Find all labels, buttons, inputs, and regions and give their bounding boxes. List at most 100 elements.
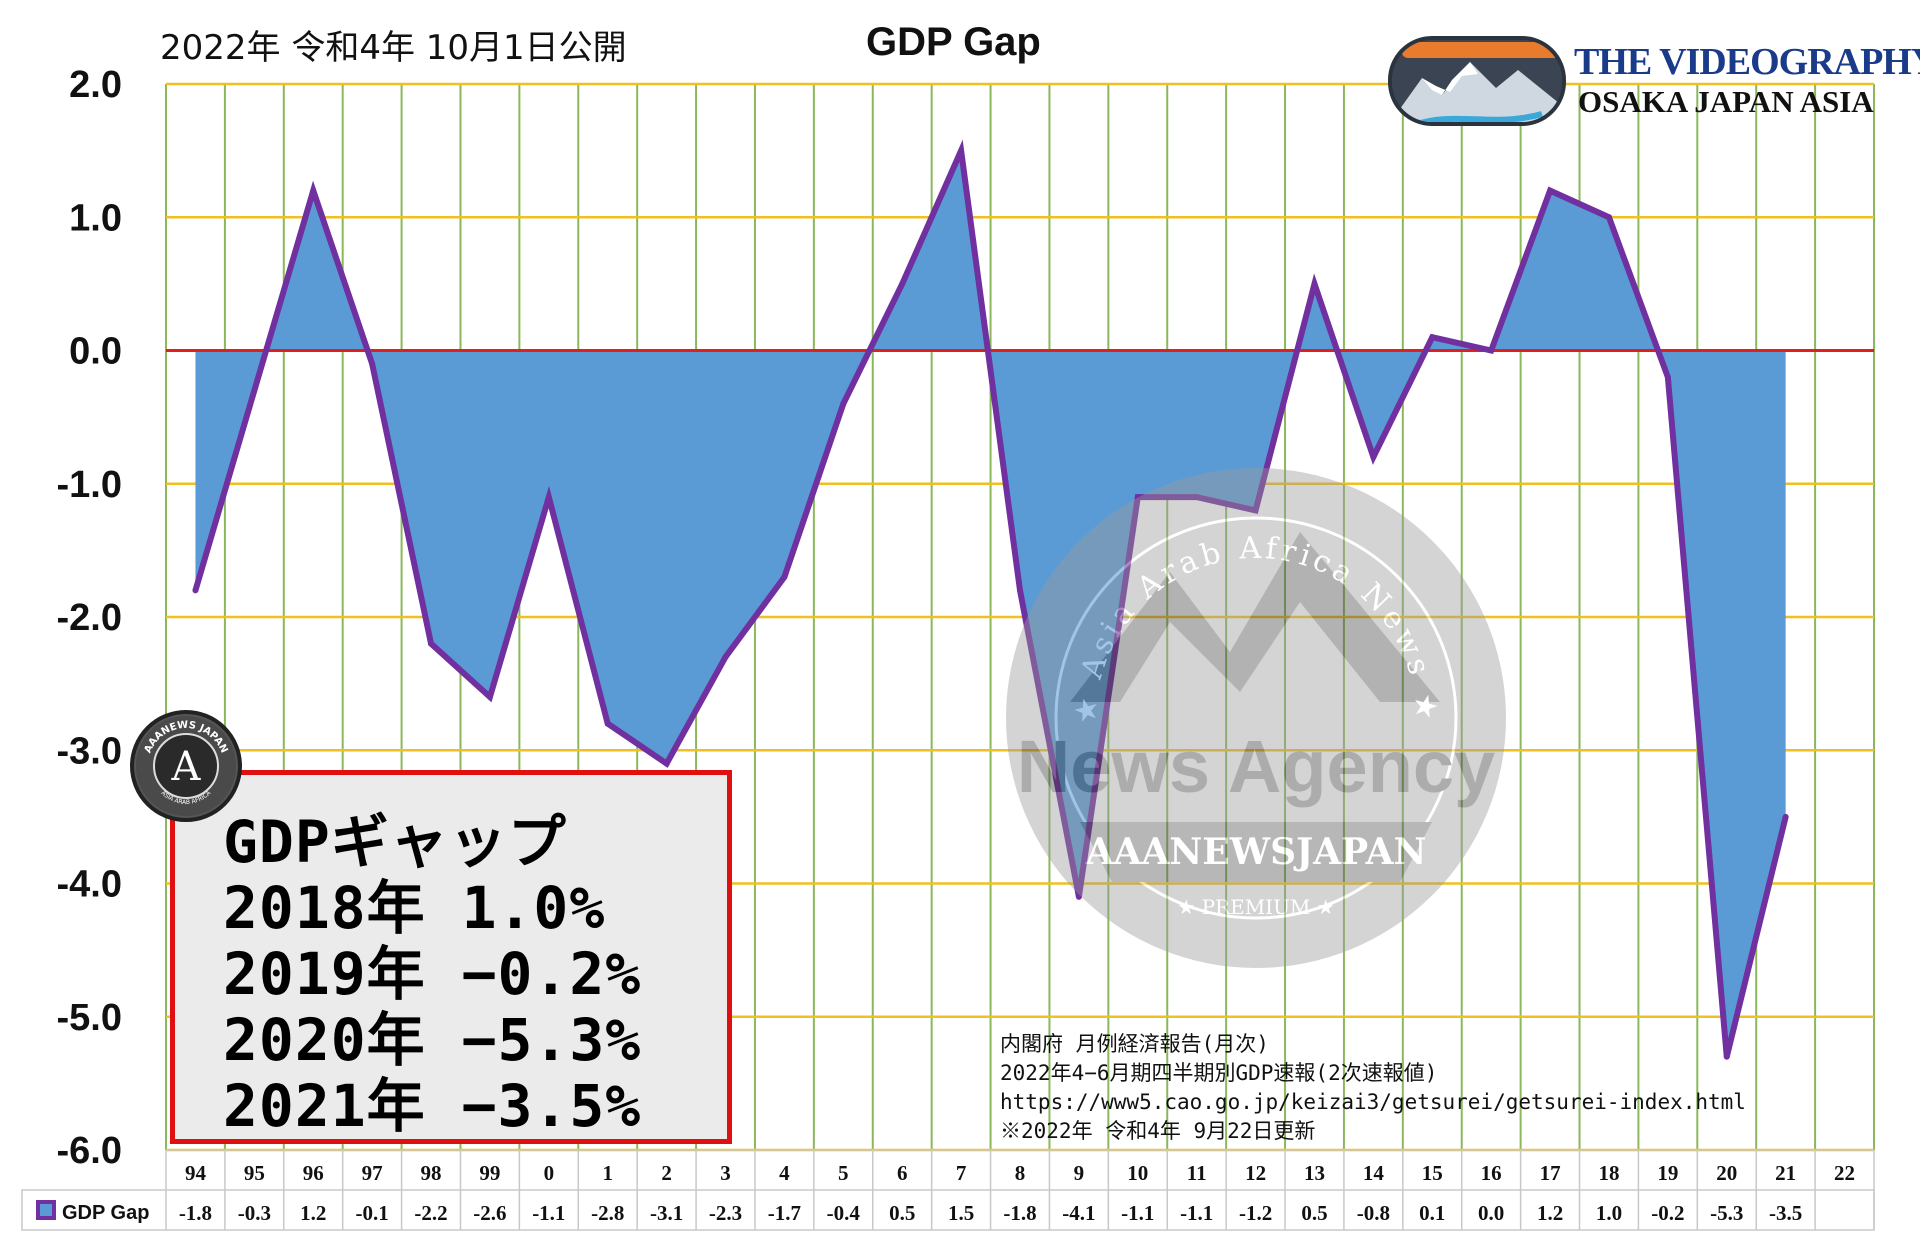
x-category-label: 98 xyxy=(421,1161,442,1185)
badge-letter: A xyxy=(171,744,202,790)
source-line-1: 内閣府 月例経済報告(月次) xyxy=(1000,1032,1269,1056)
gdp-gap-point xyxy=(1252,507,1259,514)
x-category-label: 4 xyxy=(779,1161,790,1185)
watermark-main-text: News Agency xyxy=(1017,725,1495,808)
table-value-cell: -0.1 xyxy=(356,1201,389,1225)
summary-title: GDPギャップ xyxy=(223,808,567,876)
area-layer xyxy=(166,139,1874,1060)
y-tick-label: -3.0 xyxy=(57,730,122,772)
x-category-label: 9 xyxy=(1074,1161,1085,1185)
watermark-sub-text: ★ PREMIUM ★ xyxy=(1177,895,1334,919)
x-category-label: 5 xyxy=(838,1161,849,1185)
gdp-gap-point xyxy=(1664,374,1671,381)
gdp-gap-line xyxy=(192,139,1789,1058)
x-category-label: 15 xyxy=(1422,1161,1443,1185)
gdp-gap-point xyxy=(369,360,376,367)
table-value-cell: -5.3 xyxy=(1710,1201,1743,1225)
x-category-label: 97 xyxy=(362,1161,383,1185)
x-category-label: 1 xyxy=(602,1161,613,1185)
table-value-cell: 0.1 xyxy=(1419,1201,1445,1225)
x-category-label: 3 xyxy=(720,1161,731,1185)
table-value-cell: 0.0 xyxy=(1478,1201,1504,1225)
gdp-gap-point xyxy=(663,760,670,767)
summary-line-2018: 2018年 1.0% xyxy=(223,874,606,942)
gdp-gap-point xyxy=(604,720,611,727)
gdp-gap-point xyxy=(1370,454,1377,461)
table-value-cell: -1.8 xyxy=(1003,1201,1036,1225)
y-tick-label: -4.0 xyxy=(57,864,122,906)
summary-box: GDPギャップ 2018年 1.0% 2019年 −0.2% 2020年 −5.… xyxy=(170,770,732,1144)
table-value-cell: -0.8 xyxy=(1357,1201,1390,1225)
y-tick-label: -6.0 xyxy=(57,1130,122,1172)
source-note: 内閣府 月例経済報告(月次) 2022年4−6月期四半期別GDP速報(2次速報値… xyxy=(1000,1030,1746,1146)
source-url: https://www5.cao.go.jp/keizai3/getsurei/… xyxy=(1000,1090,1746,1114)
table-value-cell: -2.3 xyxy=(709,1201,742,1225)
table-value-cell: -2.2 xyxy=(414,1201,447,1225)
axis-layer: 2.0 1.0 0.0 -1.0 -2.0 -3.0 -4.0 -5.0 -6.0 xyxy=(57,64,122,1172)
publish-date-label: 2022年 令和4年 10月1日公開 xyxy=(160,28,627,68)
gdp-gap-point xyxy=(1723,1053,1730,1060)
gdp-gap-point xyxy=(1547,187,1554,194)
legend-series-label: GDP Gap xyxy=(62,1202,149,1224)
gdp-gap-area xyxy=(195,150,1786,1057)
gdp-gap-point xyxy=(1311,280,1318,287)
x-category-label: 18 xyxy=(1598,1161,1619,1185)
table-value-cell: 0.5 xyxy=(1301,1201,1327,1225)
table-value-cell: 1.5 xyxy=(948,1201,974,1225)
gdp-gap-point xyxy=(722,653,729,660)
news-agency-watermark: ★ Asia Arab Africa News ★ News Agency AA… xyxy=(1000,462,1512,974)
gdp-gap-point xyxy=(310,187,317,194)
gdp-gap-point xyxy=(1429,334,1436,341)
y-tick-label: -5.0 xyxy=(57,997,122,1039)
gdp-gap-point xyxy=(899,280,906,287)
table-value-cell: -2.8 xyxy=(591,1201,624,1225)
x-category-label: 0 xyxy=(544,1161,555,1185)
y-tick-label: 1.0 xyxy=(69,197,122,239)
x-category-label: 16 xyxy=(1481,1161,1502,1185)
gdp-gap-point xyxy=(545,494,552,501)
x-category-label: 17 xyxy=(1540,1161,1561,1185)
gdp-gap-point xyxy=(192,587,199,594)
x-category-label: 7 xyxy=(956,1161,967,1185)
x-category-label: 8 xyxy=(1015,1161,1026,1185)
aaanews-badge: AAANEWS JAPAN ASIA ARAB AFRICA A xyxy=(130,710,242,822)
source-update-date: ※2022年 令和4年 9月22日更新 xyxy=(1000,1119,1316,1143)
chart-title: GDP Gap xyxy=(866,20,1041,64)
x-category-label: 96 xyxy=(303,1161,324,1185)
x-category-label: 14 xyxy=(1363,1161,1385,1185)
table-value-cell: -1.2 xyxy=(1239,1201,1272,1225)
table-value-cell: -0.4 xyxy=(827,1201,861,1225)
gdp-gap-point xyxy=(1782,813,1789,820)
table-value-cell: -0.3 xyxy=(238,1201,271,1225)
gdp-gap-point xyxy=(781,574,788,581)
table-value-cell: -3.5 xyxy=(1769,1201,1802,1225)
videography-logo xyxy=(1388,36,1566,126)
x-category-label: 20 xyxy=(1716,1161,1737,1185)
gdp-gap-point xyxy=(958,147,965,154)
table-value-cell: 0.5 xyxy=(889,1201,915,1225)
x-category-label: 2 xyxy=(661,1161,672,1185)
logo-name: THE VIDEOGRAPHY xyxy=(1574,41,1920,83)
x-category-label: 21 xyxy=(1775,1161,1796,1185)
y-tick-label: 0.0 xyxy=(69,331,122,373)
x-category-label: 19 xyxy=(1657,1161,1678,1185)
gdp-gap-point xyxy=(840,400,847,407)
logo-subtitle: OSAKA JAPAN ASIA xyxy=(1578,84,1874,119)
summary-line-2021: 2021年 −3.5% xyxy=(223,1072,642,1140)
gdp-gap-point xyxy=(1605,214,1612,221)
table-value-cell: -1.1 xyxy=(1180,1201,1213,1225)
aaanews-badge-icon: AAANEWS JAPAN ASIA ARAB AFRICA A xyxy=(136,716,236,816)
gdp-gap-point xyxy=(428,640,435,647)
y-tick-label: 2.0 xyxy=(69,64,122,106)
x-category-label: 95 xyxy=(244,1161,265,1185)
x-category-label: 12 xyxy=(1245,1161,1266,1185)
table-value-cell: -0.2 xyxy=(1651,1201,1684,1225)
y-tick-label: -2.0 xyxy=(57,597,122,639)
table-value-cell: -1.7 xyxy=(768,1201,801,1225)
table-value-cell: 1.2 xyxy=(1537,1201,1563,1225)
summary-line-2020: 2020年 −5.3% xyxy=(223,1006,642,1074)
x-category-label: 11 xyxy=(1187,1161,1207,1185)
x-category-label: 13 xyxy=(1304,1161,1325,1185)
gdp-gap-point xyxy=(251,387,258,394)
source-line-2: 2022年4−6月期四半期別GDP速報(2次速報値) xyxy=(1000,1061,1438,1085)
